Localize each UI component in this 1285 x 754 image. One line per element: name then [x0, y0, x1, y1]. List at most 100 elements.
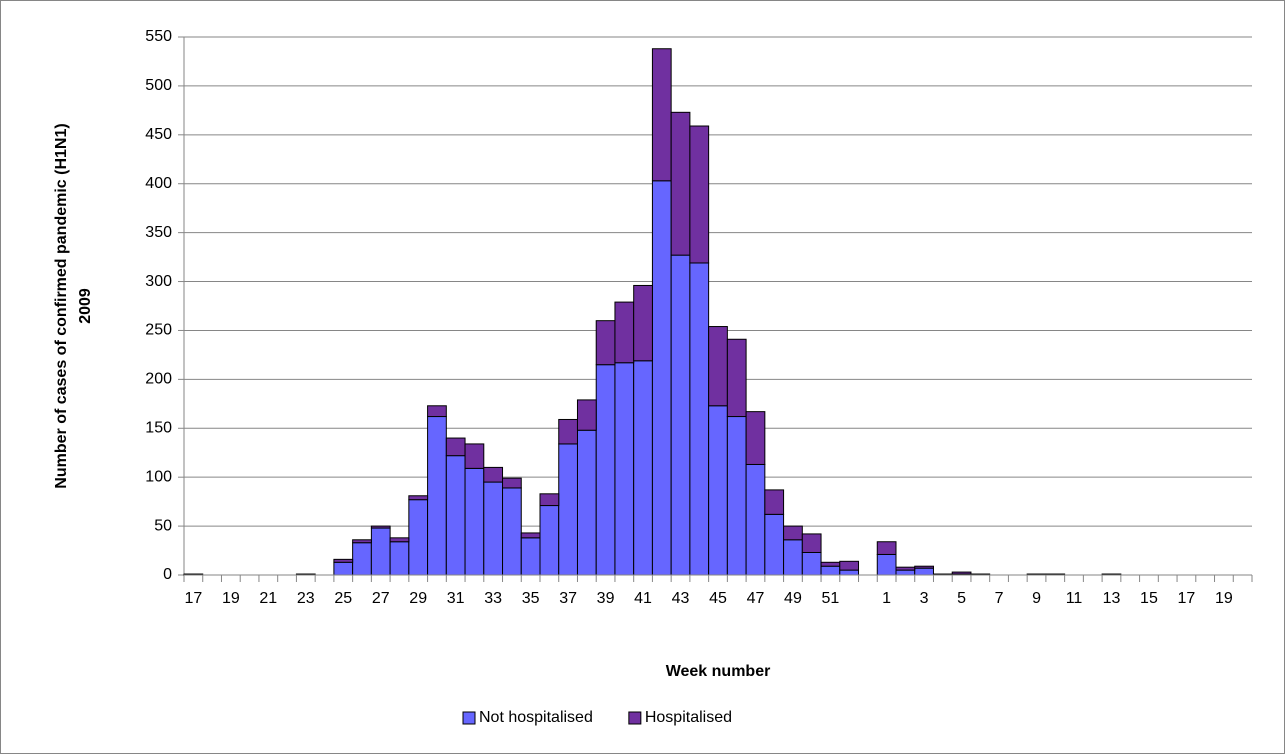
bar-segment: [389, 537, 410, 543]
y-tick-label: 250: [145, 322, 172, 339]
legend-swatch: [462, 711, 476, 725]
x-tick-label: 21: [259, 590, 277, 607]
y-tick-label: 50: [154, 517, 172, 534]
x-tick-label: 29: [409, 590, 427, 607]
bar-segment: [633, 360, 653, 576]
bar-segment: [333, 561, 354, 576]
bar-segment: [464, 443, 485, 469]
bar-segment: [427, 416, 447, 576]
y-axis-label: Number of cases of confirmed pandemic (H…: [53, 123, 94, 488]
x-axis-label: Week number: [666, 663, 771, 680]
y-tick-label: 350: [145, 224, 172, 241]
bar-segment: [352, 539, 372, 544]
y-tick-label: 200: [145, 371, 172, 388]
bar-segment: [839, 569, 860, 576]
x-tick-label: 7: [995, 590, 1004, 607]
bar-segment: [558, 443, 578, 576]
bar-segment: [726, 338, 747, 418]
bar-segment: [708, 326, 728, 407]
x-tick-label: 27: [372, 590, 390, 607]
bar-segment: [483, 466, 504, 483]
y-tick-label: 500: [145, 77, 172, 94]
bar-segment: [576, 429, 597, 576]
legend-label: Not hospitalised: [479, 709, 593, 726]
x-tick-label: 39: [597, 590, 615, 607]
bar-segment: [820, 561, 841, 567]
x-tick-label: 35: [522, 590, 540, 607]
bar-segment: [895, 569, 916, 576]
y-tick-label: 550: [145, 28, 172, 45]
bar-segment: [745, 411, 766, 465]
bar-segment: [708, 405, 728, 576]
x-tick-label: 13: [1103, 590, 1121, 607]
bar-segment: [520, 532, 541, 539]
x-tick-label: 5: [957, 590, 966, 607]
bar-segment: [483, 481, 504, 576]
y-tick-label: 150: [145, 419, 172, 436]
x-tick-label: 15: [1140, 590, 1158, 607]
bar-segment: [389, 541, 410, 576]
bar-segment: [876, 553, 897, 576]
bar-segment: [895, 566, 916, 571]
bar-segment: [502, 487, 522, 576]
x-tick-label: 33: [484, 590, 502, 607]
x-tick-label: 11: [1066, 590, 1083, 607]
x-tick-label: 47: [747, 590, 765, 607]
y-tick-label: 100: [145, 468, 172, 485]
bar-segment: [576, 399, 597, 431]
bar-segment: [408, 495, 429, 501]
legend-label: Hospitalised: [645, 709, 732, 726]
bar-segment: [783, 539, 803, 576]
bar-segment: [539, 505, 560, 576]
x-tick-label: 41: [634, 590, 652, 607]
bar-segment: [764, 489, 785, 515]
x-tick-label: 25: [334, 590, 352, 607]
bar-segment: [651, 48, 672, 182]
bar-segment: [558, 418, 578, 445]
x-tick-label: 17: [1178, 590, 1196, 607]
x-tick-label: 49: [784, 590, 802, 607]
bar-segment: [914, 565, 934, 569]
legend-swatch: [628, 711, 642, 725]
bar-segment: [333, 558, 354, 563]
bar-segment: [876, 541, 897, 555]
bar-segment: [539, 493, 560, 507]
y-axis-label-line: 2009: [77, 288, 94, 324]
bar-segment: [820, 565, 841, 576]
bar-segment: [464, 467, 485, 576]
bar-segment: [502, 477, 522, 489]
bar-segment: [614, 301, 635, 364]
bar-segment: [595, 320, 616, 366]
bar-segment: [445, 455, 466, 576]
x-tick-label: 17: [184, 590, 202, 607]
x-tick-label: 45: [709, 590, 727, 607]
bar-segment: [520, 537, 541, 576]
bar-segment: [651, 180, 672, 576]
bar-segment: [764, 513, 785, 576]
bar-segment: [427, 405, 447, 418]
bar-segment: [370, 525, 391, 529]
bar-segment: [689, 125, 710, 264]
bar-segment: [745, 463, 766, 576]
y-tick-label: 300: [145, 273, 172, 290]
y-tick-label: 400: [145, 175, 172, 192]
bar-segment: [914, 567, 934, 576]
x-tick-label: 37: [559, 590, 577, 607]
bar-segment: [633, 284, 653, 362]
bar-segment: [370, 527, 391, 576]
x-tick-label: 23: [297, 590, 315, 607]
bar-segment: [352, 542, 372, 576]
x-tick-label: 19: [1215, 590, 1233, 607]
bar-segment: [445, 437, 466, 457]
bar-segment: [801, 533, 822, 554]
bar-segment: [689, 262, 710, 576]
bar-segment: [670, 254, 691, 576]
bar-segment: [951, 571, 972, 575]
bar-segment: [726, 416, 747, 576]
y-axis-label-line: Number of cases of confirmed pandemic (H…: [53, 123, 70, 488]
bar-segment: [595, 364, 616, 576]
y-tick-label: 0: [163, 566, 172, 583]
x-tick-label: 51: [822, 590, 840, 607]
y-tick-label: 450: [145, 126, 172, 143]
bar-segment: [408, 499, 429, 576]
